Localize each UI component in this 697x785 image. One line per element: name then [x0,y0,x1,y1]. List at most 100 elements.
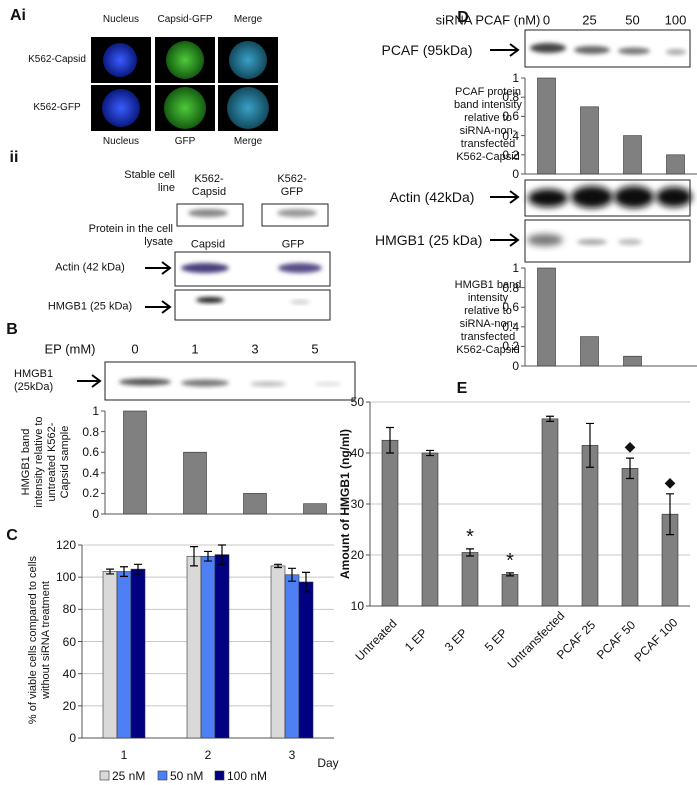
bar [580,336,599,367]
y-tick-label: 60 [62,634,76,649]
x-tick-label: 100 [664,12,687,28]
blot-label: PCAF (95kDa) [381,42,473,58]
column-label: Nucleus [102,14,140,25]
y-tick-label: 20 [62,698,76,713]
bar [421,452,439,607]
panel-label: B [6,321,18,338]
y-axis-label: HMGB1 band intensity relative to untreat… [20,416,71,508]
blots-d [524,29,691,263]
bar [461,552,479,607]
error-bar [288,567,296,582]
x-tick-label: 0 [131,341,139,357]
error-bar [190,546,198,567]
blot-label: Actin (42 kDa) [55,261,125,274]
x-tick-label: 2 [204,748,212,762]
error-bar [302,571,310,593]
y-tick-label: 0.2 [82,486,99,501]
annotation: ◆ [664,473,676,490]
bar [298,581,314,739]
y-tick-label: 0.2 [502,339,519,354]
error-bar [120,566,128,577]
column-label: GFP [174,136,196,147]
y-tick-label: 1 [512,261,519,275]
error-bar [204,550,212,562]
y-tick-label: 0.6 [502,300,519,315]
blot-bands [119,378,342,387]
blot-label: Actin (42kDa) [389,189,475,205]
bar [303,503,327,515]
micrographs [91,37,278,131]
row-label: K562-Capsid [28,54,86,65]
bar [284,574,300,739]
x-tick-label: 0 [542,12,551,28]
x-axis-label: siRNA PCAF (nM) [435,12,541,28]
blot-label: HMGB1 (25 kDa) [375,232,483,248]
blot-label: HMGB1 (25kDa) [14,368,54,393]
y-tick-label: 0 [69,731,76,745]
y-tick-label: 10 [350,599,364,613]
y-tick-label: 0.6 [502,109,519,124]
y-tick-label: 0.8 [502,280,519,295]
annotation: * [466,525,474,548]
legend-label: 100 nM [227,769,268,783]
y-tick-label: 0 [92,507,99,521]
column-label: Merge [233,136,263,147]
bar [381,439,399,607]
protein-label: GFP [281,238,305,251]
y-tick-label: 0.4 [502,319,519,334]
x-tick-label: 5 [311,341,319,357]
blots-aii [174,203,331,321]
bar [102,571,118,739]
bar [186,555,202,739]
row-label: Protein in the cell lysate [88,223,173,248]
blot-bands [181,209,322,304]
bar [623,355,642,367]
bar [623,135,642,175]
y-axis-label: PCAF protein band intensity relative to … [454,86,522,163]
bar [581,445,599,607]
column-label: Capsid-GFP [157,14,213,25]
y-axis-label: Amount of HMGB1 (ng/ml) [338,429,352,579]
annotation: * [506,549,514,572]
error-bar [274,563,282,569]
bar [123,410,147,515]
arrows [77,43,520,388]
x-tick-label: 3 [251,341,259,357]
bar [243,493,267,515]
panel-label: C [6,527,18,544]
error-bar [466,548,474,557]
error-bar [218,544,226,565]
y-tick-label: 1 [92,404,99,418]
error-bar [426,449,434,457]
y-tick-label: 0.6 [82,445,99,460]
cell-line-label: K562-GFP [277,173,307,198]
error-bar [506,572,514,577]
y-tick-label: 20 [350,548,364,562]
column-label: Merge [233,14,263,25]
bar [666,154,685,175]
row-label: K562-GFP [33,102,81,113]
legend-label: 25 nM [112,769,146,783]
annotation: ◆ [624,438,636,455]
y-axis-label: % of viable cells compared to cells with… [27,555,52,725]
bar [580,106,599,175]
bar [537,77,556,175]
y-tick-label: 1 [512,71,519,85]
y-tick-label: 80 [62,602,76,617]
error-bar [106,568,114,575]
error-bar [546,415,554,422]
y-tick-label: 120 [55,538,76,552]
legend-label: 50 nM [170,769,204,783]
y-axis-label: HMGB1 band intensity relative to siRNA-n… [454,279,522,356]
y-tick-label: 0.4 [82,465,99,480]
x-axis-label: EP (mM) [44,341,96,357]
blot-bands [527,43,692,246]
y-tick-label: 0.8 [502,90,519,105]
x-tick-label: 1 [120,748,128,762]
bar [214,554,230,739]
column-label: Nucleus [102,136,140,147]
error-bar [386,426,394,454]
legend-swatch [99,770,110,781]
